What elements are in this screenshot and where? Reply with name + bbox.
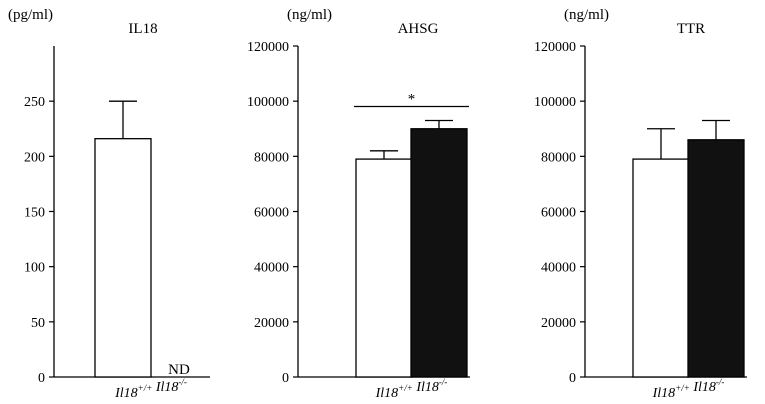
chart2-y-tick-label: 100000 xyxy=(247,95,289,110)
chart3-unit-label: (ng/ml) xyxy=(564,7,609,23)
chart2-bar-2 xyxy=(410,128,468,378)
chart2-y-tick-label: 60000 xyxy=(254,206,289,221)
chart3-title: TTR xyxy=(677,21,705,37)
chart3-y-tick-label: 20000 xyxy=(541,316,576,331)
chart1-y-tick-label: 0 xyxy=(38,371,45,386)
chart3-y-tick-label: 0 xyxy=(569,371,576,386)
chart1-y-tick-label: 50 xyxy=(31,316,45,331)
chart2-y-tick-label: 120000 xyxy=(247,40,289,55)
chart1-y-tick-label: 100 xyxy=(24,261,45,276)
chart1-title: IL18 xyxy=(128,21,157,37)
chart1-y-tick-label: 150 xyxy=(24,206,45,221)
chart2-category-labels: Il18+/+ Il18-/- xyxy=(375,377,448,401)
chart3-category-labels: Il18+/+ Il18-/- xyxy=(652,377,725,401)
chart1-category-1-sup: +/+ xyxy=(138,383,153,393)
chart3-category-1-base: Il18 xyxy=(652,386,676,401)
chart2-y-tick-label: 20000 xyxy=(254,316,289,331)
chart2-y-tick-label: 0 xyxy=(282,371,289,386)
chart2-category-1-sup: +/+ xyxy=(398,383,413,393)
chart1-unit-label: (pg/ml) xyxy=(8,7,53,23)
chart1-y-tick-label: 200 xyxy=(24,150,45,165)
chart1-category-labels: Il18+/+ Il18-/- xyxy=(114,377,187,401)
chart1-bar-2-annotation: ND xyxy=(168,362,190,378)
chart1-category-1-base: Il18 xyxy=(114,386,138,401)
chart2-y-tick-label: 80000 xyxy=(254,150,289,165)
chart2-category-1-base: Il18 xyxy=(375,386,399,401)
chart3-category-2-sup: -/- xyxy=(716,377,725,387)
chart3-y-tick-label: 120000 xyxy=(534,40,576,55)
chart3-bar-2 xyxy=(687,139,745,378)
chart3-y-tick-label: 100000 xyxy=(534,95,576,110)
chart3-panel: (ng/ml) TTR 0 20000 40000 60000 80000 100000 120… xyxy=(534,7,747,401)
chart3-y-tick-label: 40000 xyxy=(541,261,576,276)
chart2-category-2-base: Il18 xyxy=(413,380,439,395)
chart2-significance-label: * xyxy=(408,91,416,107)
chart3-category-2-base: Il18 xyxy=(690,380,716,395)
chart1-bar-1 xyxy=(94,138,152,378)
chart2-y-tick-label: 40000 xyxy=(254,261,289,276)
chart3-y-tick-label: 80000 xyxy=(541,150,576,165)
chart3-category-1-sup: +/+ xyxy=(675,383,690,393)
chart2-panel: (ng/ml) AHSG 0 20000 40000 60000 80000 100000 12… xyxy=(247,7,470,401)
chart2-unit-label: (ng/ml) xyxy=(287,7,332,23)
chart3-bar-1 xyxy=(632,158,690,378)
chart2-bar-1 xyxy=(355,158,413,378)
chart3-y-tick-label: 60000 xyxy=(541,206,576,221)
chart1-category-2-base: Il18 xyxy=(152,380,178,395)
chart1-y-tick-label: 250 xyxy=(24,95,45,110)
chart2-title: AHSG xyxy=(398,21,439,37)
chart1-category-2-sup: -/- xyxy=(178,377,187,387)
chart2-category-2-sup: -/- xyxy=(439,377,448,387)
